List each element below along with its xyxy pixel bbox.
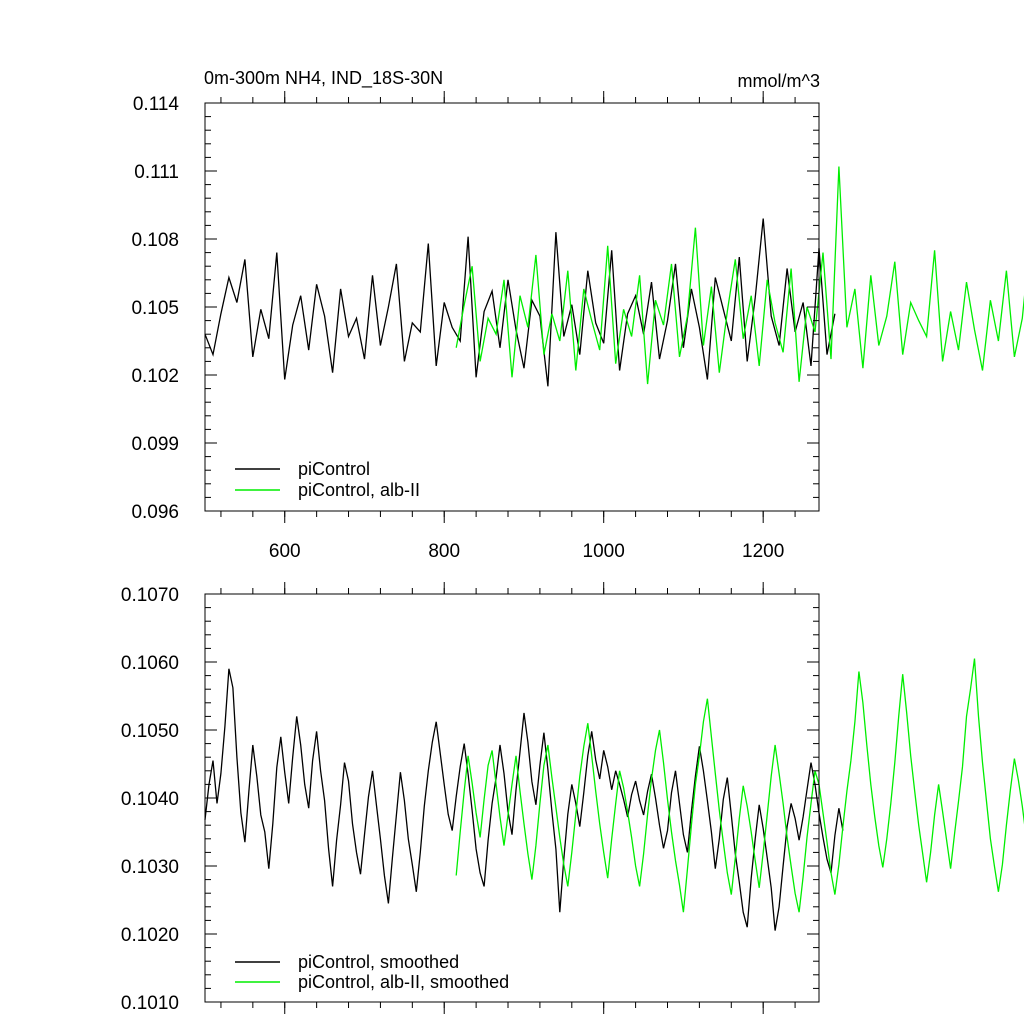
bottom-y-tick-label: 0.1010 (121, 993, 179, 1014)
bottom-plot-frame (204, 593, 820, 1003)
top-chart-panel: 0m-300m NH4, IND_18S-30N mmol/m^3 0.0960… (131, 68, 1024, 562)
top-chart-title: 0m-300m NH4, IND_18S-30N (204, 68, 443, 89)
top-plot-frame (204, 102, 820, 512)
top-x-tick-label: 1200 (742, 541, 784, 562)
bottom-series-line-2 (455, 658, 1024, 913)
legend-label-picontrol-smoothed: piControl, smoothed (298, 952, 459, 972)
top-y-tick-label: 0.099 (131, 434, 179, 455)
bottom-series-line-1 (204, 668, 844, 931)
top-x-tick-label: 800 (428, 541, 460, 562)
legend-label-picontrol-alb-ii-smoothed: piControl, alb-II, smoothed (298, 972, 509, 992)
bottom-y-tick-label: 0.1070 (121, 585, 179, 606)
top-axis-ticks: 0.096 0.099 0.102 0.105 0.108 0.111 0.114 600 80… (131, 91, 819, 562)
top-y-tick-label: 0.108 (131, 230, 179, 251)
legend-label-picontrol: piControl (298, 459, 370, 479)
bottom-y-tick-label: 0.1040 (121, 789, 179, 810)
top-legend: piControl piControl, alb-II (235, 459, 420, 500)
legend-label-picontrol-alb-ii: piControl, alb-II (298, 480, 420, 500)
top-y-tick-label: 0.102 (131, 366, 179, 387)
top-x-tick-label: 600 (269, 541, 301, 562)
top-y-tick-label: 0.105 (131, 298, 179, 319)
top-series-lines (204, 166, 1024, 387)
top-series-line-1 (204, 218, 836, 387)
bottom-chart-panel: 0.1010 0.1020 0.1030 0.1040 0.1050 0.1060 0.10… (121, 582, 1024, 1014)
bottom-y-tick-label: 0.1030 (121, 857, 179, 878)
top-chart-units: mmol/m^3 (738, 71, 820, 91)
top-y-tick-label: 0.096 (131, 502, 179, 523)
top-y-tick-label: 0.111 (134, 162, 179, 183)
bottom-y-tick-label: 0.1050 (121, 721, 179, 742)
bottom-y-tick-label: 0.1020 (121, 925, 179, 946)
top-y-tick-label: 0.114 (133, 94, 180, 115)
bottom-y-tick-label: 0.1060 (121, 653, 179, 674)
bottom-series-lines (204, 658, 1024, 931)
bottom-axis-ticks: 0.1010 0.1020 0.1030 0.1040 0.1050 0.1060 0.10… (121, 582, 819, 1014)
top-x-tick-label: 1000 (583, 541, 625, 562)
top-series-line-2 (455, 166, 1024, 385)
bottom-legend: piControl, smoothed piControl, alb-II, s… (235, 952, 509, 992)
